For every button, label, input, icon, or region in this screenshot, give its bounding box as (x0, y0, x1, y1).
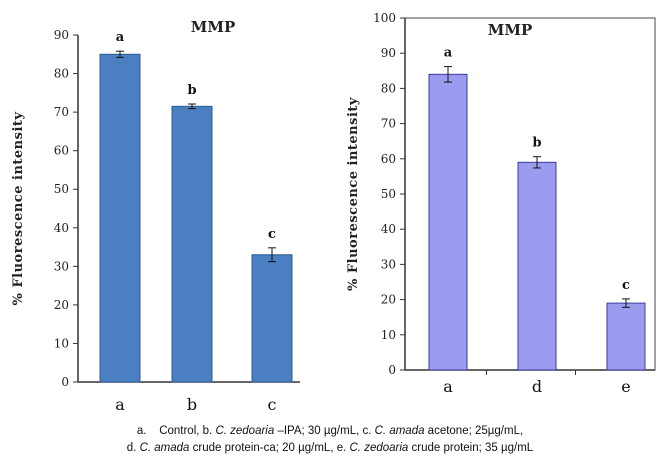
chart1-ytick-label-9: 90 (54, 28, 69, 42)
caption-2-e: crude protein; 35 µg/mL (408, 442, 534, 454)
chart2-ytick-label-9: 90 (381, 46, 396, 60)
chart2-significance-label-a: a (444, 46, 453, 61)
chart1-ytick-label-2: 20 (54, 298, 69, 312)
caption-1-d: –IPA; 30 µg/mL, c. (274, 425, 375, 437)
chart1-ytick-label-3: 30 (54, 259, 69, 273)
caption-1-a: a. (136, 425, 147, 437)
caption-1-c: C. zedoaria (215, 425, 275, 437)
chart2-category-label-e: e (621, 377, 630, 396)
chart1-significance-label-a: a (116, 30, 125, 45)
chart1-ytick-label-8: 80 (54, 67, 69, 81)
chart2-ytick-label-1: 10 (381, 328, 396, 342)
chart1-category-label-c: c (268, 395, 277, 414)
caption-line-2: d. C. amada crude protein-ca; 20 µg/mL, … (0, 442, 660, 454)
chart2-ytick-label-10: 100 (373, 11, 396, 25)
chart2-ytick-label-7: 70 (381, 117, 396, 131)
chart1-title: MMP (191, 18, 236, 36)
chart1-bar-a (99, 53, 141, 383)
chart1-bar-b (171, 105, 213, 383)
caption-line-1: a. Control, b. C. zedoaria –IPA; 30 µg/m… (0, 425, 660, 437)
chart1-significance-label-c: c (268, 227, 276, 242)
chart1-ytick-label-6: 60 (54, 144, 69, 158)
caption-2-b: C. amada (139, 442, 190, 454)
caption-2-c: crude protein-ca; 20 µg/mL, e. (189, 442, 350, 454)
chart1-bar-c (251, 254, 293, 383)
chart2-title: MMP (488, 21, 533, 39)
chart1-category-label-b: b (187, 395, 197, 414)
chart-figure: 0 10 20 30 40 50 60 70 80 90 a a b b c c MMP % Fluorescen… (11, 11, 656, 414)
chart1-ytick-label-7: 70 (54, 105, 69, 119)
chart2-ytick-label-5: 50 (381, 187, 396, 201)
chart2-ytick-label-8: 80 (381, 81, 396, 95)
caption-1-b: Control, b. (159, 425, 216, 437)
caption-2-d: C. zedoaria (349, 442, 409, 454)
chart2-ytick-label-6: 60 (381, 152, 396, 166)
chart2-bar-d (517, 161, 557, 371)
chart1-y-axis-label: % Fluorescence intensity (11, 112, 26, 306)
chart2-ytick-label-4: 40 (381, 222, 396, 236)
caption-2-a: d. (126, 442, 140, 454)
chart2-ytick-label-3: 30 (381, 257, 396, 271)
caption-1-e: C. amada (374, 425, 425, 437)
chart2-significance-label-e: c (622, 278, 630, 293)
chart1-ytick-label-4: 40 (54, 221, 69, 235)
chart2-category-label-d: d (532, 377, 542, 396)
chart2-bar-a (428, 73, 468, 371)
chart1-significance-label-b: b (187, 83, 196, 98)
chart1-ytick-label-5: 50 (54, 182, 69, 196)
caption-1-f: acetone; 25µg/mL, (424, 425, 524, 437)
chart1-category-label-a: a (115, 395, 125, 414)
chart2-ytick-label-2: 20 (381, 293, 396, 307)
chart2-bar-e (606, 302, 646, 371)
chart2-category-label-a: a (443, 377, 453, 396)
chart1-ytick-label-1: 10 (54, 336, 69, 350)
chart2-significance-label-d: b (532, 136, 541, 151)
chart1-ytick-label-0: 0 (61, 375, 69, 389)
chart2-y-axis-label: % Fluorescence intensity (346, 97, 361, 291)
chart2-ytick-label-0: 0 (388, 363, 396, 377)
